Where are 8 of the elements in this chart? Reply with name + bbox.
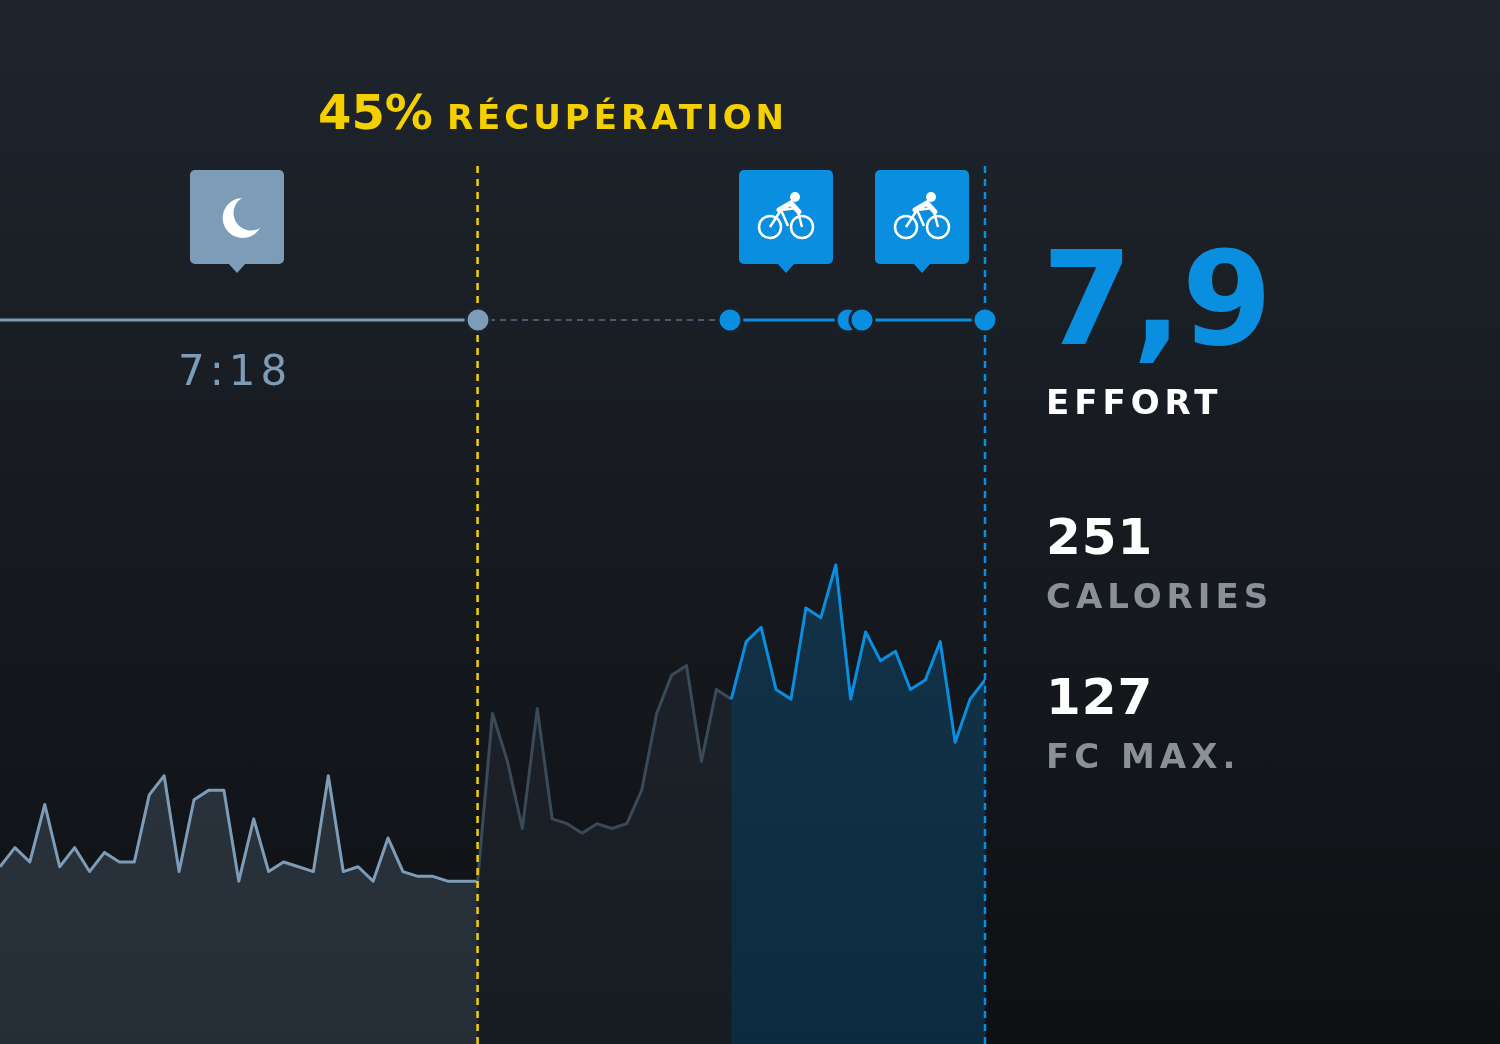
text: EFFORT	[1046, 382, 1223, 422]
text: CALORIES	[1046, 576, 1274, 616]
text: 7:18	[178, 346, 293, 395]
text: FC MAX.	[1046, 736, 1241, 776]
chart-title: 45% RÉCUPÉRATION	[318, 84, 789, 140]
text: 251	[1046, 508, 1154, 566]
text: 127	[1046, 668, 1154, 726]
text: 7,9	[1042, 223, 1273, 375]
